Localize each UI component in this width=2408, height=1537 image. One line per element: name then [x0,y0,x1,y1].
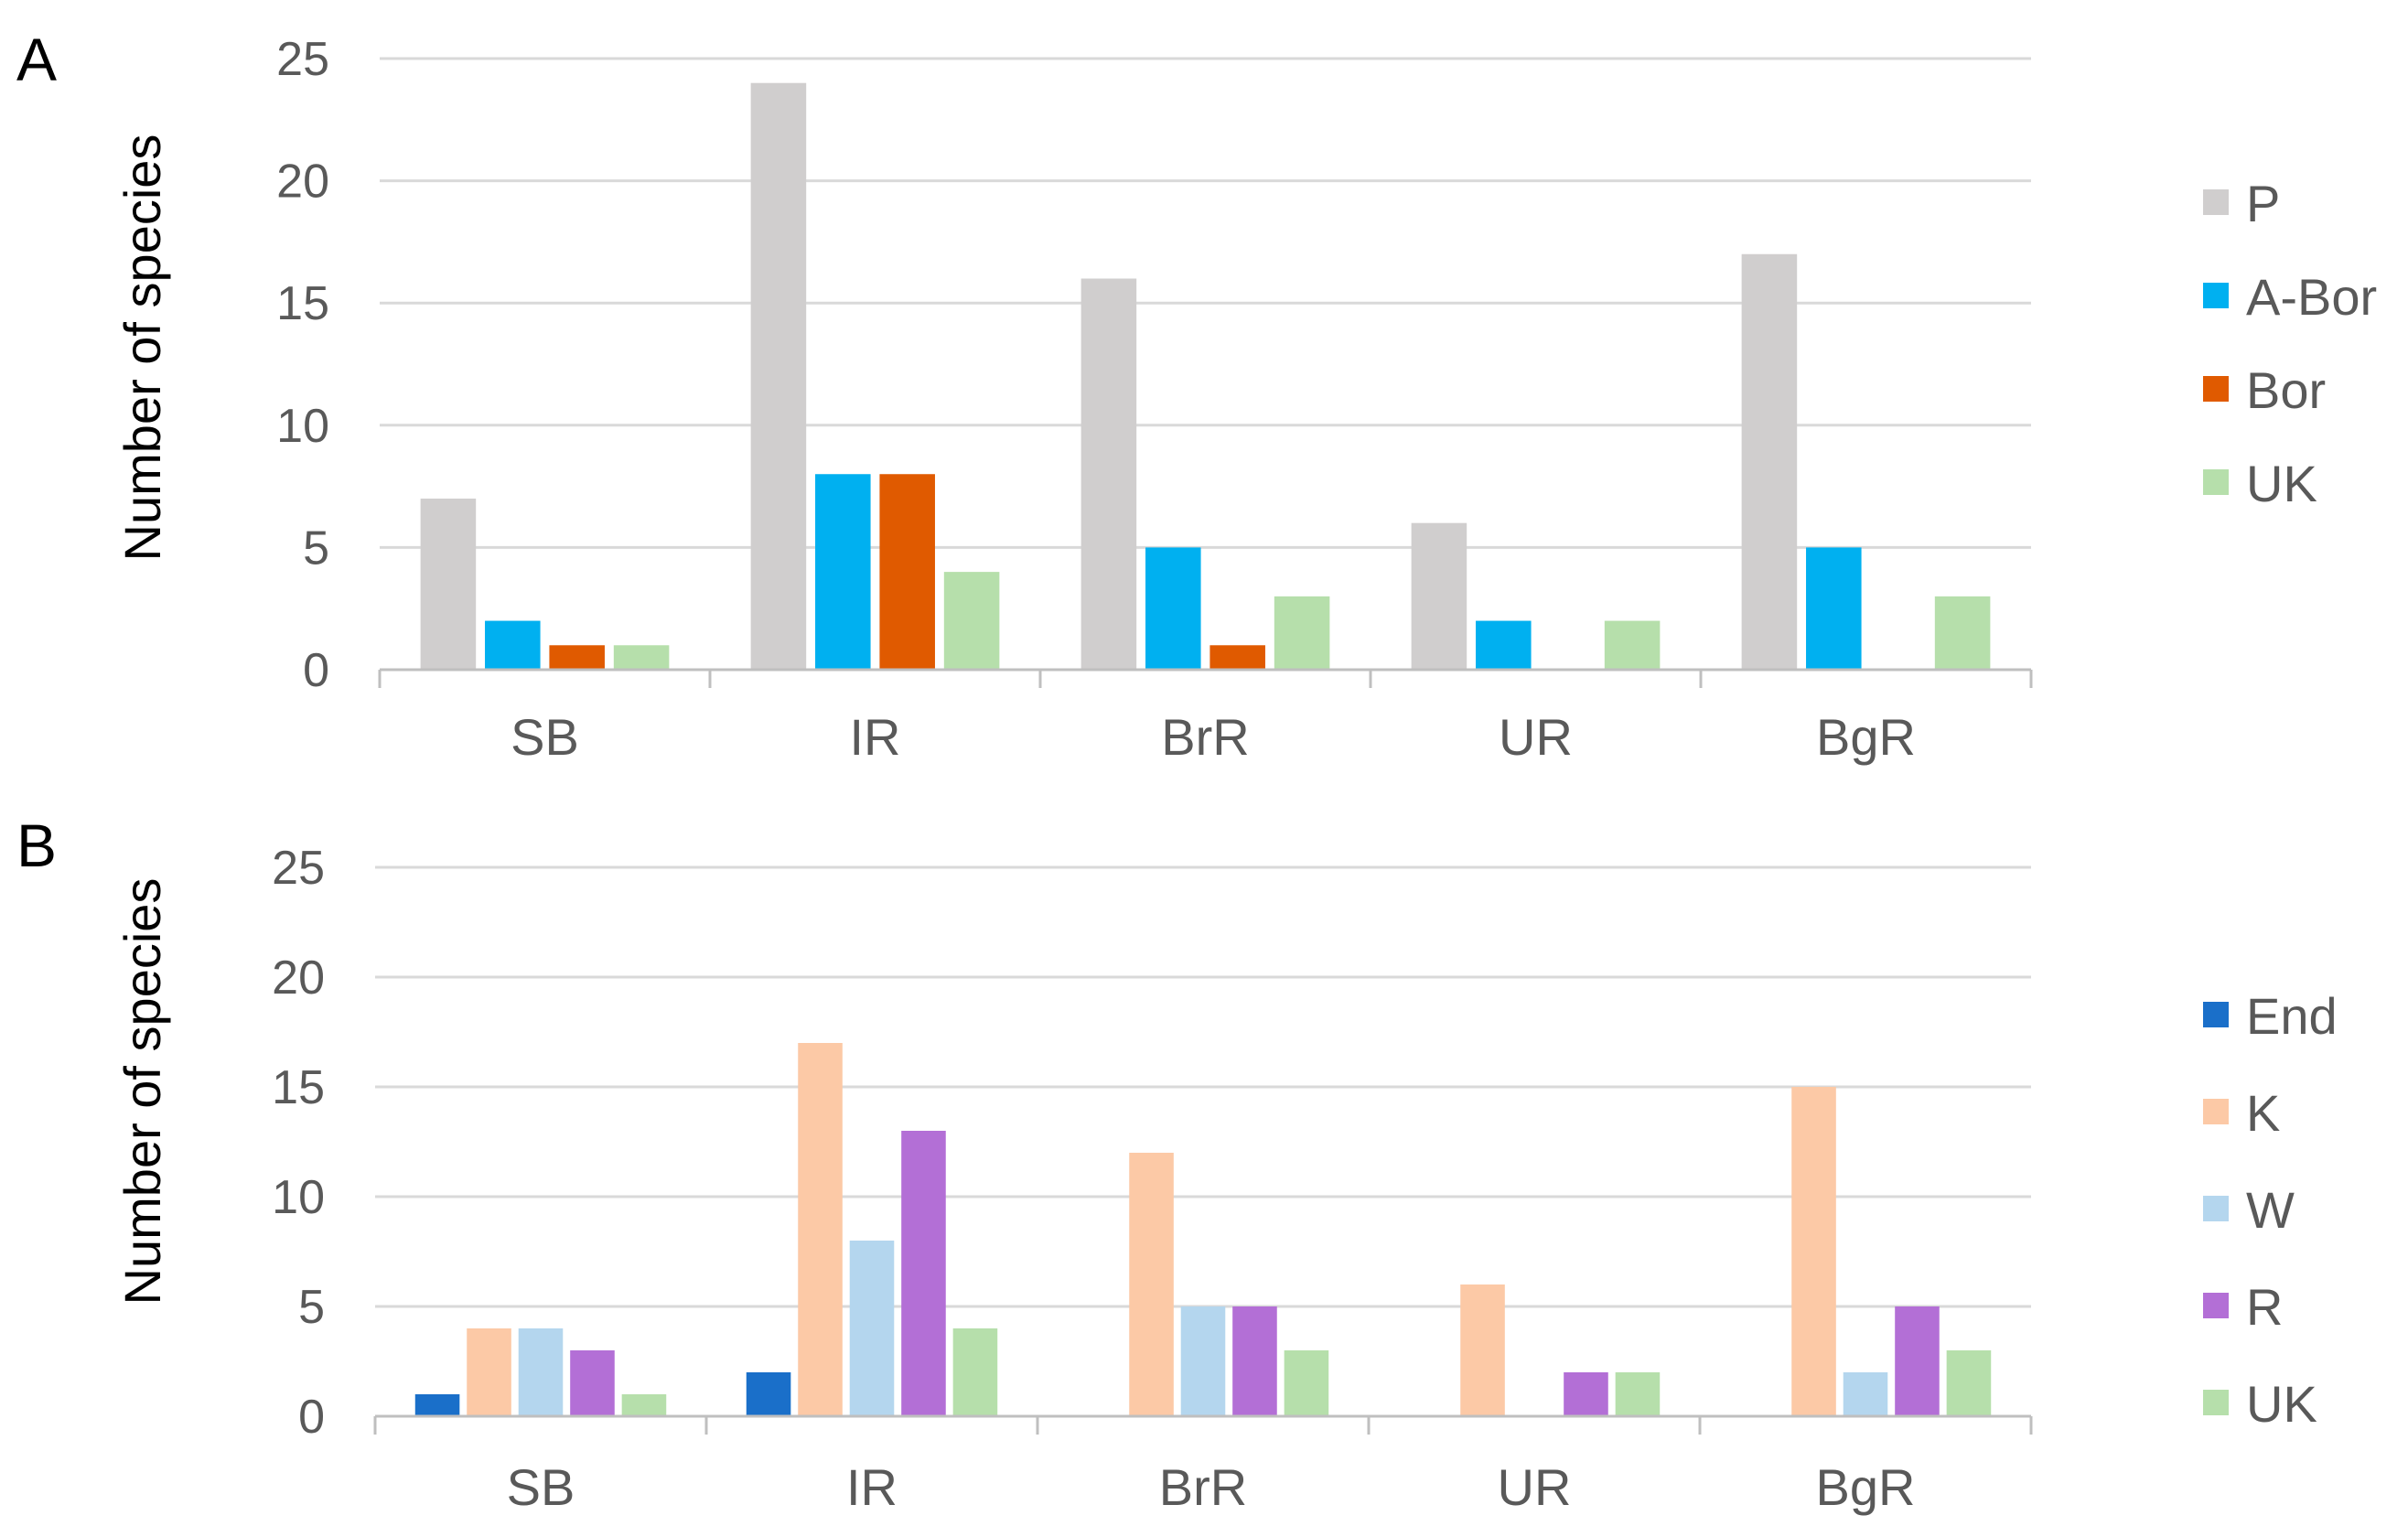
bar [1843,1372,1888,1416]
bar [549,645,605,670]
y-tick-label: 5 [303,521,329,575]
legend-label: W [2246,1181,2295,1239]
bar [1145,547,1201,670]
bar [952,1328,998,1416]
bar [1232,1306,1277,1416]
bar [1411,522,1467,670]
y-ticks: 0 5 10 15 20 25 [276,33,329,697]
x-axis [373,1414,2033,1435]
legend-label: Bor [2246,361,2326,419]
x-tick-label: BrR [1159,1458,1247,1516]
y-tick-label: 0 [298,1391,325,1444]
bar [1806,547,1862,670]
legend: End KWR UK [2203,987,2338,1433]
bar [1741,253,1798,670]
bar [1080,278,1137,670]
bars [414,1043,1992,1416]
bar [414,1394,460,1416]
gridlines [375,865,2031,1308]
bar [1791,1087,1836,1416]
legend-label: UK [2246,455,2317,512]
bar [746,1372,791,1416]
bar [798,1043,843,1416]
bar [570,1350,615,1416]
x-tick-label: BrR [1161,708,1249,766]
bar [1274,596,1330,670]
y-ticks: 0 5 10 15 20 25 [272,842,325,1444]
x-tick-label: BgR [1816,708,1916,766]
bar [1604,620,1661,670]
bar [943,572,1000,670]
bar [1476,620,1532,670]
bar [750,82,807,671]
bar [467,1328,511,1416]
x-tick-labels: SB IR BrR UR BgR [511,708,1916,766]
y-tick-label: 20 [276,156,329,209]
y-tick-label: 5 [298,1281,325,1334]
legend-swatch [2203,1196,2229,1221]
y-tick-label: 15 [272,1061,325,1114]
legend-label: A-Bor [2246,268,2377,326]
y-tick-label: 25 [272,842,325,895]
bar [879,474,935,670]
x-tick-label: IR [850,708,901,766]
bar [1129,1153,1174,1416]
bar [518,1328,564,1416]
bar [1895,1306,1940,1416]
legend-label: K [2246,1084,2280,1142]
bar [901,1131,946,1416]
y-tick-label: 10 [272,1171,325,1224]
bar [1934,596,1991,670]
legend-swatch [2203,1390,2229,1415]
bar [621,1394,667,1416]
legend-swatch [2203,376,2229,402]
y-tick-label: 15 [276,277,329,330]
panel-b: B Number of species 0 5 10 15 20 25 SB IR BrR UR… [16,811,2338,1516]
y-tick-label: 0 [303,644,329,697]
legend-swatch [2203,283,2229,308]
x-axis [378,668,2033,688]
legend-swatch [2203,1099,2229,1124]
x-tick-label: BgR [1816,1458,1916,1516]
y-tick-label: 20 [272,951,325,1005]
x-tick-label: UR [1498,1458,1572,1516]
bar [1946,1350,1992,1416]
legend-swatch [2203,1002,2229,1027]
legend-swatch [2203,469,2229,495]
panel-letter: A [16,26,57,93]
bar [1209,645,1265,670]
y-tick-label: 25 [276,33,329,86]
bar [849,1241,895,1416]
y-axis-label: Number of species [113,134,171,562]
panel-letter: B [16,811,57,879]
legend-swatch [2203,1293,2229,1318]
bar [420,498,477,670]
bar [815,474,871,670]
x-tick-label: IR [846,1458,898,1516]
panel-a: A Number of species 0 5 10 15 20 25 SB IR BrR UR… [16,26,2377,766]
x-tick-label: SB [507,1458,575,1516]
x-tick-label: UR [1499,708,1573,766]
bar [613,645,670,670]
legend-swatch [2203,189,2229,215]
legend-label: R [2246,1278,2283,1336]
bar [1615,1372,1661,1416]
bars [420,82,1991,671]
x-tick-label: SB [511,708,579,766]
legend-label: End [2246,987,2338,1045]
legend-label: P [2246,175,2280,232]
y-axis-label: Number of species [113,878,171,1306]
x-tick-labels: SB IR BrR UR BgR [507,1458,1916,1516]
legend-label: UK [2246,1375,2317,1433]
bar [1564,1372,1608,1416]
bar [1284,1350,1329,1416]
y-tick-label: 10 [276,400,329,453]
bar [1460,1284,1505,1416]
legend: P A-Bor Bor UK [2203,175,2377,512]
bar [485,620,541,670]
bar [1180,1306,1226,1416]
